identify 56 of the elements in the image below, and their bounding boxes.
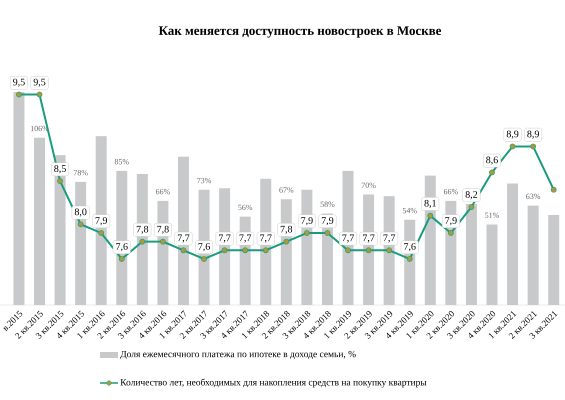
data-label: 7,7 [342, 234, 354, 243]
point [222, 247, 228, 254]
data-label: 8,5 [54, 165, 66, 174]
data-label: 7,9 [322, 217, 334, 226]
point [345, 247, 351, 254]
point [16, 92, 22, 98]
data-label: 7,6 [198, 243, 210, 252]
data-label: 7,7 [240, 234, 252, 243]
data-label: 8,9 [506, 130, 518, 139]
point [201, 256, 207, 262]
point [160, 238, 166, 245]
point [468, 204, 474, 210]
point [448, 230, 454, 236]
data-label: 8,2 [466, 191, 478, 200]
point [427, 212, 434, 219]
data-label: 7,6 [404, 243, 416, 252]
data-label: 9,5 [34, 78, 46, 87]
data-label: 7,9 [96, 217, 108, 226]
data-label: 7,7 [384, 234, 396, 243]
point [489, 170, 495, 176]
data-label: 7,7 [219, 234, 231, 243]
point [78, 221, 84, 228]
data-label: 7,7 [363, 234, 375, 243]
point [366, 247, 372, 254]
point [36, 92, 42, 98]
point [180, 247, 186, 254]
point [118, 256, 125, 262]
data-label: 7,8 [280, 226, 292, 234]
point [530, 144, 536, 150]
point [510, 144, 516, 150]
data-label: 7,7 [260, 234, 272, 243]
point [262, 247, 269, 254]
point [406, 256, 413, 262]
chart-title: Как меняется доступность новостроек в Москве [158, 26, 442, 38]
data-label: 7,9 [445, 217, 457, 226]
point [283, 238, 290, 245]
data-label: 7,7 [178, 234, 190, 243]
point [304, 230, 310, 236]
legend-label: Количество лет, необходимых для накопления средств на покупку квартиры [120, 378, 426, 388]
point [550, 186, 557, 193]
point [242, 247, 248, 254]
point [386, 247, 392, 254]
point [57, 178, 63, 184]
point [98, 230, 104, 236]
data-label: 8,1 [424, 200, 436, 208]
data-label: 7,9 [301, 217, 313, 226]
data-label: 8,0 [74, 208, 86, 217]
data-label: 9,5 [13, 78, 25, 87]
data-label: 7,6 [116, 243, 128, 252]
legend-label: Доля ежемесячного платежа по ипотеке в доходе семьи, % [120, 350, 356, 360]
point [324, 230, 330, 236]
data-label: 7,8 [157, 226, 169, 234]
data-label: 7,8 [136, 226, 148, 234]
data-label: 8,6 [486, 156, 498, 165]
point [139, 238, 146, 245]
data-label: 8,9 [527, 130, 539, 139]
